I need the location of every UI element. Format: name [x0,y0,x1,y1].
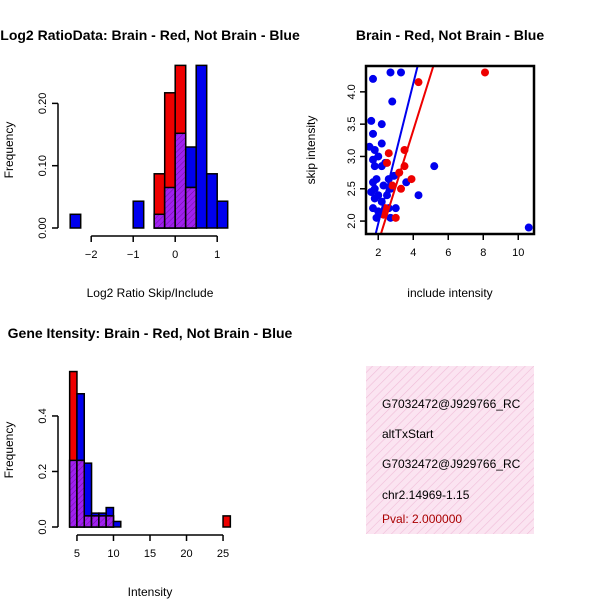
scatter-point-not-brain [370,146,379,154]
ratio-bar-overlap [184,186,197,229]
intensity-x-axis-label: Intensity [128,585,173,599]
scatter-y-tick-label: 3.0 [346,149,358,164]
intensity-plot-area: 5 10 15 20 25 0.0 0.2 0.4 [37,370,232,560]
scatter-point-not-brain [386,68,395,77]
scatter-y-tick-label: 2.0 [346,213,358,228]
scatter-point-brain [384,149,393,158]
scatter-point-not-brain [370,162,379,171]
scatter-point-not-brain [377,139,386,148]
ratio-bar-overlap [153,213,166,229]
ratio-bar-not-brain [132,200,145,229]
scatter-point-not-brain [369,155,377,164]
intensity-y-tick-label: 0.2 [37,464,49,479]
ratio-x-tick-label: 1 [214,249,220,261]
scatter-x-tick-label: 6 [445,247,451,259]
ratio-bar-overlap [163,186,176,229]
ratio-bar-not-brain [205,173,218,229]
intensity-x-tick-label: 5 [74,548,80,560]
intensity-bar-not-brain [112,520,122,528]
intensity-bar-overlap [76,459,86,528]
ratio-y-axis-label: Frequency [2,122,16,179]
ratio-y-tick-label: 0.10 [37,155,49,176]
scatter-point-not-brain [391,204,400,213]
scatter-point-not-brain [388,97,397,106]
scatter-point-brain [397,184,405,193]
scatter-point-not-brain [369,74,377,83]
intensity-bar-overlap [90,515,100,528]
scatter-y-tick-label: 4.0 [346,84,358,99]
intensity-x-tick-label: 10 [107,548,119,560]
ratio-bar-not-brain [216,200,229,229]
scatter-point-not-brain [369,129,377,138]
info-line-gene-id-2: G7032472@J929766_RC [382,457,521,471]
scatter-y-tick-label: 3.5 [346,117,358,132]
ratio-y-tick-label: 0.20 [37,93,49,114]
scatter-point-brain [388,181,397,190]
scatter-point-not-brain [397,68,405,77]
scatter-plot-frame [364,64,536,236]
ratio-x-axis-label: Log2 Ratio Skip/Include [87,286,214,300]
scatter-point-not-brain [379,181,388,190]
scatter-x-axis-label: include intensity [407,286,492,300]
trend-line-brain [379,66,435,234]
scatter-x-tick-label: 2 [375,247,381,259]
info-panel: G7032472@J929766_RC altTxStart G7032472@… [366,366,600,534]
scatter-plot-area: 2 4 6 8 10 2.0 2.5 3.0 3.5 4.0 [346,64,536,259]
info-line-location: chr2.14969-1.15 [382,488,470,502]
scatter-chart-title: Brain - Red, Not Brain - Blue [356,27,544,43]
scatter-point-not-brain [367,188,376,196]
ratio-chart-title: Log2 RatioData: Brain - Red, Not Brain -… [0,27,300,43]
intensity-y-tick-label: 0.0 [37,519,49,534]
scatter-point-not-brain [524,223,533,232]
ratio-plot-area: −2 −1 0 1 0.00 0.10 0.20 [37,64,229,261]
scatter-point-brain [391,213,400,222]
info-panel-clip-edge [534,366,600,534]
scatter-point-not-brain [414,191,423,200]
scatter-point-brain [383,158,391,167]
info-line-pval: Pval: 2.000000 [382,512,462,526]
ratio-histogram-panel: Log2 RatioData: Brain - Red, Not Brain -… [0,27,300,300]
scatter-point-brain [414,78,423,87]
ratio-bar-not-brain [69,213,82,229]
intensity-bar-overlap [98,515,107,528]
intensity-x-tick-label: 25 [217,548,229,560]
ratio-bar-not-brain [195,64,208,229]
info-panel-background [366,366,534,534]
intensity-y-tick-label: 0.4 [37,408,49,423]
ratio-bar-overlap [174,132,187,229]
scatter-point-brain [407,175,416,184]
info-line-event-type: altTxStart [382,427,434,441]
scatter-marks [366,66,533,234]
info-line-gene-id: G7032472@J929766_RC [382,397,521,411]
scatter-point-not-brain [377,120,386,129]
intensity-x-tick-label: 15 [144,548,156,560]
intensity-chart-title: Gene Itensity: Brain - Red, Not Brain - … [8,325,293,341]
scatter-point-not-brain [369,178,377,187]
intensity-y-axis-label: Frequency [2,422,16,479]
ratio-x-tick-label: 0 [172,249,178,261]
intensity-bar-overlap [83,515,93,528]
ratio-y-tick-label: 0.00 [37,217,49,238]
ratio-x-tick-label: −1 [127,249,140,261]
intensity-bar-overlap [68,459,78,528]
scatter-x-tick-label: 8 [480,247,486,259]
intensity-bar-brain [222,515,232,528]
ratio-x-tick-label: −2 [85,249,98,261]
intensity-x-tick-label: 20 [180,548,192,560]
scatter-point-not-brain [370,194,379,203]
scatter-point-not-brain [367,116,376,125]
trend-line-not-brain [374,66,419,234]
scatter-x-tick-label: 4 [410,247,416,259]
scatter-y-tick-label: 2.5 [346,181,358,196]
intensity-scatter-panel: Brain - Red, Not Brain - Blue 2 4 6 8 102.02… [304,27,544,300]
intensity-histogram-panel: Gene Itensity: Brain - Red, Not Brain - … [2,325,293,599]
scatter-point-not-brain [430,162,439,171]
intensity-bar-overlap [105,515,115,528]
scatter-x-tick-label: 10 [512,247,524,259]
scatter-y-axis-label: skip intensity [304,116,318,185]
scatter-point-brain [481,68,489,77]
